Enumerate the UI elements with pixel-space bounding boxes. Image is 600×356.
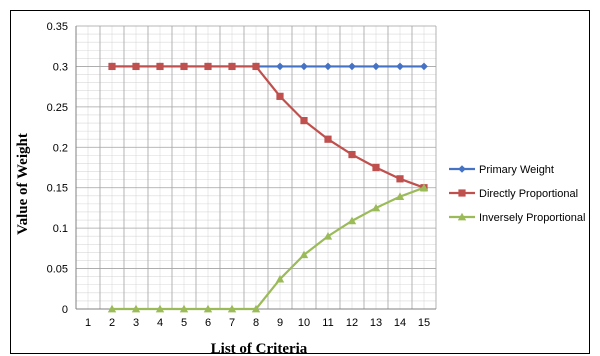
x-tick-label: 5 [181,317,187,329]
legend-swatch-marker [457,212,467,221]
data-point [251,304,261,313]
data-point [420,62,428,71]
y-tick-label: 0.05 [47,264,68,276]
x-axis-title: List of Criteria [211,341,308,355]
x-tick-label: 8 [253,317,259,329]
x-tick-label: 12 [346,317,358,329]
data-point [108,62,116,71]
data-point [372,163,380,172]
data-point [228,62,236,71]
x-tick-label: 6 [205,317,211,329]
x-tick-label: 9 [277,317,283,329]
series-directly-proportional [108,62,428,192]
legend-label: Inversely Proportional [479,212,585,224]
legend-swatch-marker [458,189,466,197]
data-point [203,304,213,313]
data-point [395,192,405,200]
data-point [227,304,237,313]
x-tick-label: 10 [298,317,310,329]
data-point [396,62,404,71]
data-point [372,62,380,71]
y-tick-label: 0 [62,304,68,316]
y-tick-label: 0.1 [53,223,68,235]
data-point [419,183,429,192]
x-tick-label: 15 [418,317,430,329]
data-point [107,304,117,313]
series-line [112,186,425,311]
legend-label: Primary Weight [479,164,554,176]
x-tick-label: 1 [85,317,91,329]
x-tick-label: 3 [133,317,139,329]
gridlines [75,25,437,310]
data-point [300,117,308,125]
x-tick-label: 2 [109,317,115,329]
chart-frame: 0 0.05 0.1 0.15 0.2 0.25 0.3 0.35 1 2 3 4 5 6 7 8 9 10 11 1… [10,10,590,355]
data-point [132,62,140,71]
x-tick-label: 11 [322,317,333,329]
data-point [275,274,285,283]
data-point [276,62,284,71]
series-inversely-proportional [107,183,429,313]
data-point [347,216,357,225]
y-tick-label: 0.35 [47,21,68,33]
data-point [252,62,260,71]
y-tick-label: 0.3 [53,61,68,73]
data-point [324,62,332,71]
data-point [299,250,309,259]
y-tick-label: 0.25 [47,102,68,114]
data-point [156,62,164,71]
data-point [131,304,141,313]
legend: Primary Weight Directly Proportional Inver… [449,164,585,224]
data-point [323,232,333,240]
data-point [300,62,308,71]
data-point [276,92,284,100]
y-tick-label: 0.2 [53,142,68,154]
y-axis-title: Value of Weight [15,133,31,235]
data-point [348,150,356,159]
x-tick-label: 4 [157,317,163,329]
data-point [204,62,212,71]
data-point [180,62,188,71]
series-line [112,65,425,189]
legend-item: Primary Weight [449,164,554,176]
x-tick-label: 13 [370,317,382,329]
data-point [155,304,165,313]
legend-item: Inversely Proportional [449,212,585,224]
x-tick-label: 7 [229,317,235,329]
x-tick-label: 14 [394,317,406,329]
legend-label: Directly Proportional [479,188,578,200]
data-point [371,203,381,212]
data-point [396,175,404,183]
data-point [179,304,189,313]
legend-item: Directly Proportional [449,188,578,200]
line-chart: 00.050.10.150.20.250.30.351 2 3 4 5 6 7 8 9 10 11 1… [15,21,585,355]
series-layer [107,62,429,313]
y-tick-label: 0.15 [47,183,68,195]
legend-swatch-marker [458,165,466,173]
data-point [348,62,356,71]
data-point [324,135,332,143]
